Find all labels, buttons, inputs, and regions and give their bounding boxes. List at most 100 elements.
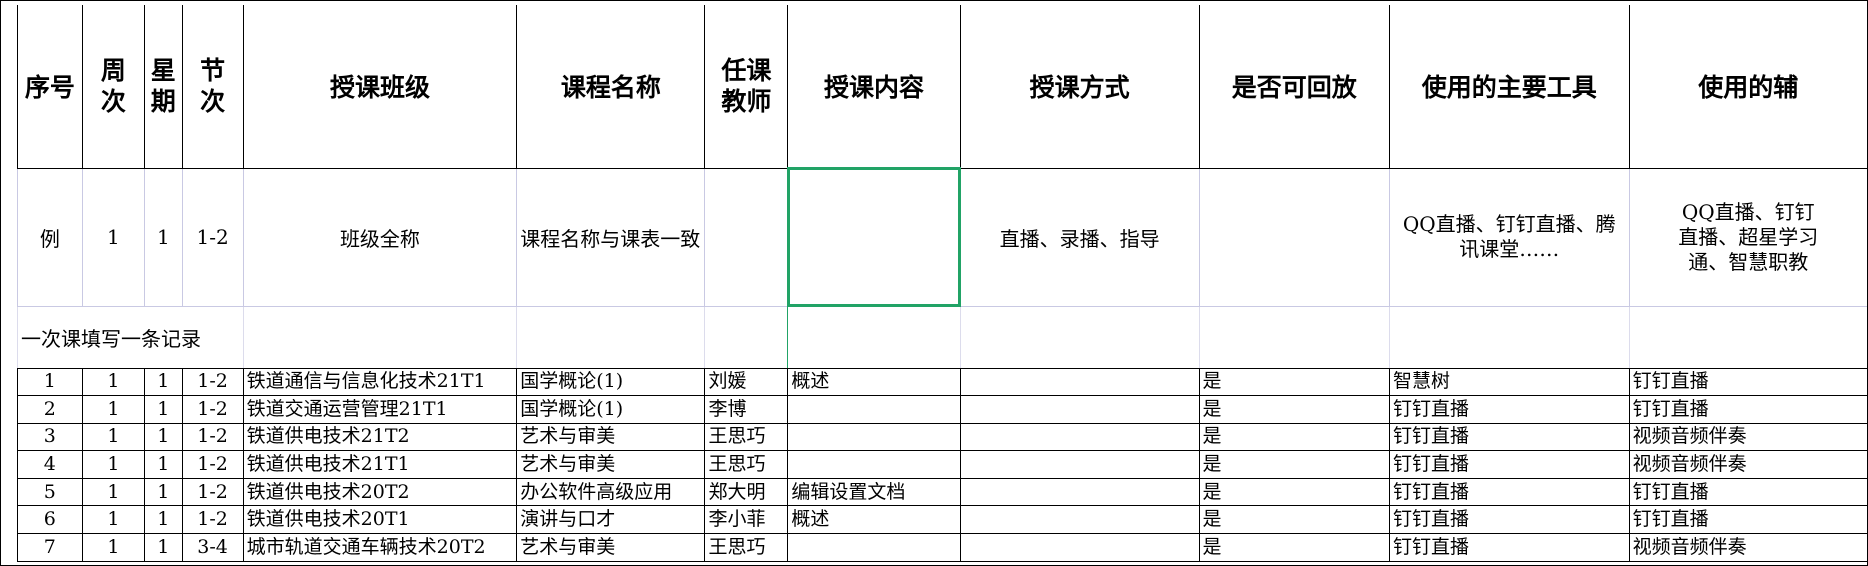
- header-cell: 节次: [181, 5, 244, 169]
- header-cell: 使用的辅: [1628, 5, 1868, 169]
- data-cell: 国学概论(1): [516, 367, 706, 397]
- data-row: 3 1 1 1-2 铁道供电技术21T2 艺术与审美 王思巧是钉钉直播 视频音频伴奏: [17, 422, 1868, 452]
- header-row: 序号 周次 星期 节次 授课班级 课程名称 任课教师 授课内容 授课方式 是否可回放 使用的主要工具…: [17, 5, 1868, 169]
- data-cell: 铁道供电技术21T2: [242, 422, 518, 452]
- empty-cell: [1198, 306, 1390, 369]
- data-cell: 3-4: [181, 533, 244, 562]
- cell-text: QQ直播、钉钉直播、超星学习通、智慧职教: [1678, 199, 1819, 274]
- data-cell: 1-2: [181, 395, 244, 424]
- data-cell: 1-2: [181, 505, 244, 535]
- data-cell: 2: [17, 395, 83, 424]
- empty-cell: [787, 306, 961, 369]
- data-cell: 李博: [704, 395, 789, 424]
- data-cell: 钉钉直播: [1388, 533, 1630, 562]
- data-cell: 概述: [787, 367, 961, 397]
- data-cell: 艺术与审美: [516, 422, 706, 452]
- data-cell: 王思巧: [704, 533, 789, 562]
- example-cell: 课程名称与课表一致: [516, 168, 706, 307]
- data-cell: 4: [17, 450, 83, 479]
- header-cell: 是否可回放: [1198, 5, 1390, 169]
- data-cell: 1: [81, 422, 146, 452]
- data-row: 5 1 1 1-2 铁道供电技术20T2 办公软件高级应用 郑大明 编辑设置文档是钉钉直播 钉钉…: [17, 477, 1868, 507]
- example-cell: 1: [81, 168, 146, 307]
- data-cell: 1: [144, 533, 183, 562]
- data-cell: 视频音频伴奏: [1628, 533, 1868, 562]
- data-row: 1 1 1 1-2 铁道通信与信息化技术21T1 国学概论(1) 刘媛 概述是智慧树 钉钉直播: [17, 367, 1868, 397]
- data-cell: [787, 395, 961, 424]
- note-cell: 一次课填写一条记录: [17, 306, 244, 369]
- data-cell: 李小菲: [704, 505, 789, 535]
- data-row: 4 1 1 1-2 铁道供电技术21T1 艺术与审美 王思巧是钉钉直播 视频音频伴奏: [17, 450, 1868, 479]
- data-cell: [959, 367, 1200, 397]
- data-cell: 是: [1198, 450, 1390, 479]
- data-cell: 铁道供电技术21T1: [242, 450, 518, 479]
- data-cell: 1: [144, 395, 183, 424]
- cell-text: 任课教师: [721, 56, 772, 117]
- header-cell: 授课内容: [787, 5, 961, 169]
- data-cell: 6: [17, 505, 83, 535]
- example-cell: QQ直播、钉钉直播、腾讯课堂……: [1388, 168, 1630, 307]
- data-cell: 刘媛: [704, 367, 789, 397]
- data-cell: 钉钉直播: [1388, 477, 1630, 507]
- data-cell: [959, 505, 1200, 535]
- data-cell: 钉钉直播: [1628, 395, 1868, 424]
- data-cell: [787, 422, 961, 452]
- empty-cell: [704, 306, 788, 369]
- data-cell: 是: [1198, 477, 1390, 507]
- data-cell: 铁道通信与信息化技术21T1: [242, 367, 518, 397]
- example-cell: [786, 167, 962, 307]
- example-row: 例 1 1 1-2 班级全称 课程名称与课表一致 直播、录播、指导 QQ直播、钉钉直播、腾讯课…: [17, 167, 1868, 307]
- data-cell: 铁道供电技术20T1: [242, 505, 518, 535]
- data-cell: 铁道交通运营管理21T1: [242, 395, 518, 424]
- header-cell: 周次: [81, 5, 146, 169]
- data-cell: [787, 450, 961, 479]
- example-cell: QQ直播、钉钉直播、超星学习通、智慧职教: [1628, 168, 1868, 307]
- data-cell: 国学概论(1): [516, 395, 706, 424]
- data-cell: 1-2: [181, 477, 244, 507]
- empty-cell: [242, 306, 517, 369]
- example-cell: 1: [144, 168, 183, 307]
- header-cell: 序号: [17, 5, 83, 169]
- data-cell: 1: [144, 422, 183, 452]
- example-cell: 班级全称: [242, 168, 518, 307]
- data-cell: 7: [17, 533, 83, 562]
- data-cell: 是: [1198, 367, 1390, 397]
- data-cell: 智慧树: [1388, 367, 1630, 397]
- data-cell: 钉钉直播: [1628, 367, 1868, 397]
- data-cell: 钉钉直播: [1388, 505, 1630, 535]
- data-cell: [959, 395, 1200, 424]
- example-cell: 直播、录播、指导: [959, 168, 1200, 307]
- data-cell: 钉钉直播: [1388, 450, 1630, 479]
- example-cell: [1198, 168, 1390, 307]
- example-cell: [704, 168, 789, 307]
- data-cell: [959, 477, 1200, 507]
- data-row: 7 1 1 3-4 城市轨道交通车辆技术20T2 艺术与审美 王思巧是钉钉直播 视频音频伴奏: [17, 533, 1868, 562]
- data-cell: 演讲与口才: [516, 505, 706, 535]
- data-cell: 1: [81, 395, 146, 424]
- data-cell: 编辑设置文档: [787, 477, 961, 507]
- data-cell: 是: [1198, 422, 1390, 452]
- example-cell: 例: [17, 168, 83, 307]
- data-cell: 3: [17, 422, 83, 452]
- data-cell: [787, 533, 961, 562]
- header-cell: 使用的主要工具: [1388, 5, 1630, 169]
- data-cell: 是: [1198, 533, 1390, 562]
- data-cell: 1: [144, 477, 183, 507]
- empty-cell: [959, 306, 1200, 369]
- header-cell: 任课教师: [704, 5, 789, 169]
- header-cell: 课程名称: [516, 5, 706, 169]
- data-cell: 1: [81, 367, 146, 397]
- empty-cell: [1388, 306, 1630, 369]
- data-cell: [959, 422, 1200, 452]
- data-cell: 1-2: [181, 422, 244, 452]
- data-cell: 1: [81, 505, 146, 535]
- note-row: 一次课填写一条记录: [17, 306, 1868, 369]
- data-row: 6 1 1 1-2 铁道供电技术20T1 演讲与口才 李小菲 概述是钉钉直播 钉钉直播: [17, 505, 1868, 535]
- data-cell: 1: [144, 450, 183, 479]
- data-cell: 视频音频伴奏: [1628, 422, 1868, 452]
- data-cell: 1: [81, 450, 146, 479]
- data-cell: 艺术与审美: [516, 450, 706, 479]
- sheet-table: 序号 周次 星期 节次 授课班级 课程名称 任课教师 授课内容 授课方式 是否可回放 使用的主要工具…: [17, 5, 1868, 562]
- data-cell: 铁道供电技术20T2: [242, 477, 518, 507]
- cell-text: 节次: [200, 56, 226, 117]
